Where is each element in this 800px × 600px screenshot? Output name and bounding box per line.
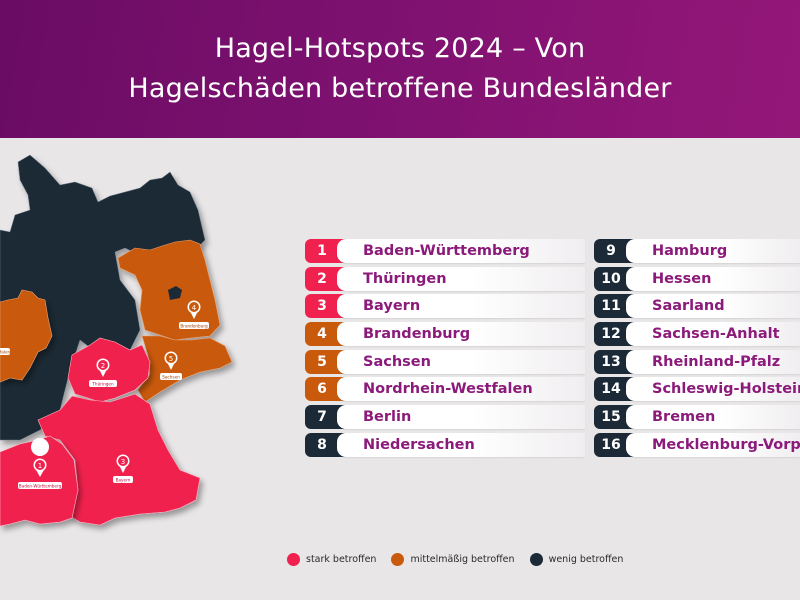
rank-bar — [337, 349, 585, 374]
legend-label: mittelmäßig betroffen — [410, 554, 515, 565]
ranking-row: 1 Baden-Württemberg — [305, 239, 585, 263]
ranking-row: 8 Niedersachen — [305, 432, 585, 457]
legend-dot-wenig-icon — [529, 553, 543, 566]
state-name: Schleswig-Holstein — [652, 381, 800, 398]
ranking-row: 14 Schleswig-Holstein — [594, 377, 800, 402]
svg-text:Sachsen: Sachsen — [162, 375, 180, 380]
page-title-line-1: Hagel-Hotspots 2024 – Von — [214, 33, 586, 64]
ranking-row: 6 Nordrhein-Westfalen — [305, 377, 585, 402]
state-name: Rheinland-Pfalz — [652, 353, 781, 370]
rank-bar — [626, 377, 800, 402]
legend-dot-mittel-icon — [391, 553, 405, 566]
state-name: Nordrhein-Westfalen — [363, 381, 533, 398]
ranking-list-col2: 9 Hamburg 10 Hessen 11 Saarland 12 Sachsen-A… — [594, 239, 800, 461]
svg-text:Bayern: Bayern — [116, 478, 131, 483]
region-sachsen — [137, 335, 233, 403]
state-name: Hamburg — [652, 243, 728, 259]
ranking-row: 7 Berlin — [305, 405, 585, 430]
pin-4: 4 Brandenburg — [179, 300, 209, 329]
legend-label: wenig betroffen — [548, 554, 624, 565]
rank-bar — [337, 377, 585, 402]
rank-bar — [337, 239, 585, 263]
pin-6-label: ...falen — [0, 348, 11, 355]
state-name: Sachsen-Anhalt — [652, 326, 780, 343]
svg-text:...falen: ...falen — [0, 350, 11, 355]
state-name: Brandenburg — [363, 326, 471, 343]
svg-text:Thüringen: Thüringen — [91, 382, 114, 387]
state-name: Niedersachen — [363, 436, 475, 453]
legend-item-wenig: wenig betroffen — [529, 553, 624, 566]
rank-bar — [626, 432, 800, 457]
rank-bar — [626, 322, 800, 347]
germany-map: 1 Baden-Württemberg 2 Thüringen 3 Bayern… — [0, 154, 233, 527]
ranking-row: 9 Hamburg — [594, 239, 800, 263]
state-name: Sachsen — [363, 353, 431, 370]
state-name: Berlin — [363, 409, 412, 426]
state-name: Bremen — [652, 409, 716, 426]
rank-bar — [337, 294, 585, 319]
legend: stark betroffen mittelmäßig betroffen we… — [287, 553, 638, 566]
svg-text:2: 2 — [101, 362, 105, 370]
state-name: Hessen — [652, 270, 712, 287]
ranking-row: 5 Sachsen — [305, 349, 585, 374]
ranking-row: 2 Thüringen — [305, 266, 585, 291]
svg-text:4: 4 — [192, 304, 197, 312]
region-berlin — [168, 286, 182, 300]
header-banner: Hagel-Hotspots 2024 – Von Hagelschäden b… — [0, 0, 800, 138]
ranking-row: 11 Saarland — [594, 294, 800, 319]
state-name: Thüringen — [363, 270, 447, 287]
rank-bar — [337, 266, 585, 291]
svg-text:3: 3 — [121, 458, 125, 466]
state-name: Mecklenburg-Vorpommern — [652, 436, 800, 453]
rank-bar — [626, 239, 800, 263]
rank-bar — [337, 405, 585, 430]
legend-dot-stark-icon — [287, 553, 300, 566]
rank-bar — [626, 349, 800, 374]
ranking-row: 10 Hessen — [594, 266, 800, 291]
rank-bar — [337, 322, 585, 347]
legend-item-stark: stark betroffen — [287, 553, 376, 566]
rank-bar — [626, 405, 800, 430]
region-nordrhein-westfalen — [0, 289, 53, 383]
state-name: Saarland — [652, 298, 725, 315]
rank-bar — [626, 294, 800, 319]
ranking-row: 4 Brandenburg — [305, 322, 585, 347]
region-thueringen — [67, 337, 151, 403]
pin-3: 3 Bayern — [113, 454, 133, 483]
pin-2: 2 Thüringen — [89, 358, 117, 387]
legend-label: stark betroffen — [306, 554, 377, 565]
svg-text:5: 5 — [169, 355, 173, 363]
state-name: Baden-Württemberg — [363, 243, 530, 259]
ranking-row: 3 Bayern — [305, 294, 585, 319]
ranking-row: 12 Sachsen-Anhalt — [594, 322, 800, 347]
svg-text:1: 1 — [38, 462, 42, 470]
pin-1: 1 Baden-Württemberg — [18, 438, 62, 489]
svg-text:Brandenburg: Brandenburg — [180, 324, 208, 329]
state-name: Bayern — [363, 298, 421, 315]
rank-bar — [337, 432, 585, 457]
pin-5: 5 Sachsen — [160, 351, 182, 380]
legend-item-mittel: mittelmäßig betroffen — [391, 553, 515, 566]
rank-bar — [626, 266, 800, 291]
page-title-line-2: Hagelschäden betroffene Bundesländer — [128, 73, 672, 104]
ranking-row: 13 Rheinland-Pfalz — [594, 349, 800, 374]
ranking-row: 15 Bremen — [594, 405, 800, 430]
svg-text:Baden-Württemberg: Baden-Württemberg — [19, 484, 62, 489]
